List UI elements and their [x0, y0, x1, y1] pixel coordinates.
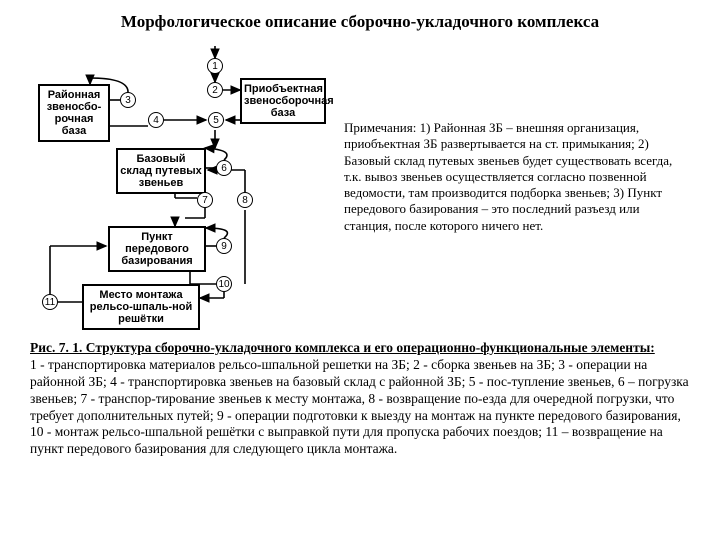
notes-text: Примечания: 1) Районная ЗБ – внешняя орг…	[344, 40, 690, 330]
caption-title: Рис. 7. 1. Структура сборочно-укладочног…	[30, 340, 655, 355]
circle-5: 5	[208, 112, 224, 128]
box-base-sklad: Базовый склад путевых звеньев	[116, 148, 206, 194]
caption: Рис. 7. 1. Структура сборочно-укладочног…	[30, 340, 690, 458]
box-punkt-pered: Пункт передового базирования	[108, 226, 206, 272]
circle-3: 3	[120, 92, 136, 108]
circle-4: 4	[148, 112, 164, 128]
circle-10: 10	[216, 276, 232, 292]
circle-2: 2	[207, 82, 223, 98]
box-priobj-zb: Приобъектная звеносборочная база	[240, 78, 326, 124]
circle-8: 8	[237, 192, 253, 208]
box-mesto-montazh: Место монтажа рельсо-шпаль-ной решётки	[82, 284, 200, 330]
circle-11: 11	[42, 294, 58, 310]
caption-body: 1 - транспортировка материалов рельсо-шп…	[30, 357, 689, 456]
flowchart: Районная звеносбо-рочная база Приобъектн…	[30, 40, 330, 330]
upper-section: Районная звеносбо-рочная база Приобъектн…	[30, 40, 690, 330]
circle-1: 1	[207, 58, 223, 74]
box-rayon-zb: Районная звеносбо-рочная база	[38, 84, 110, 142]
page-title: Морфологическое описание сборочно-укладо…	[30, 12, 690, 32]
circle-6: 6	[216, 160, 232, 176]
circle-9: 9	[216, 238, 232, 254]
circle-7: 7	[197, 192, 213, 208]
